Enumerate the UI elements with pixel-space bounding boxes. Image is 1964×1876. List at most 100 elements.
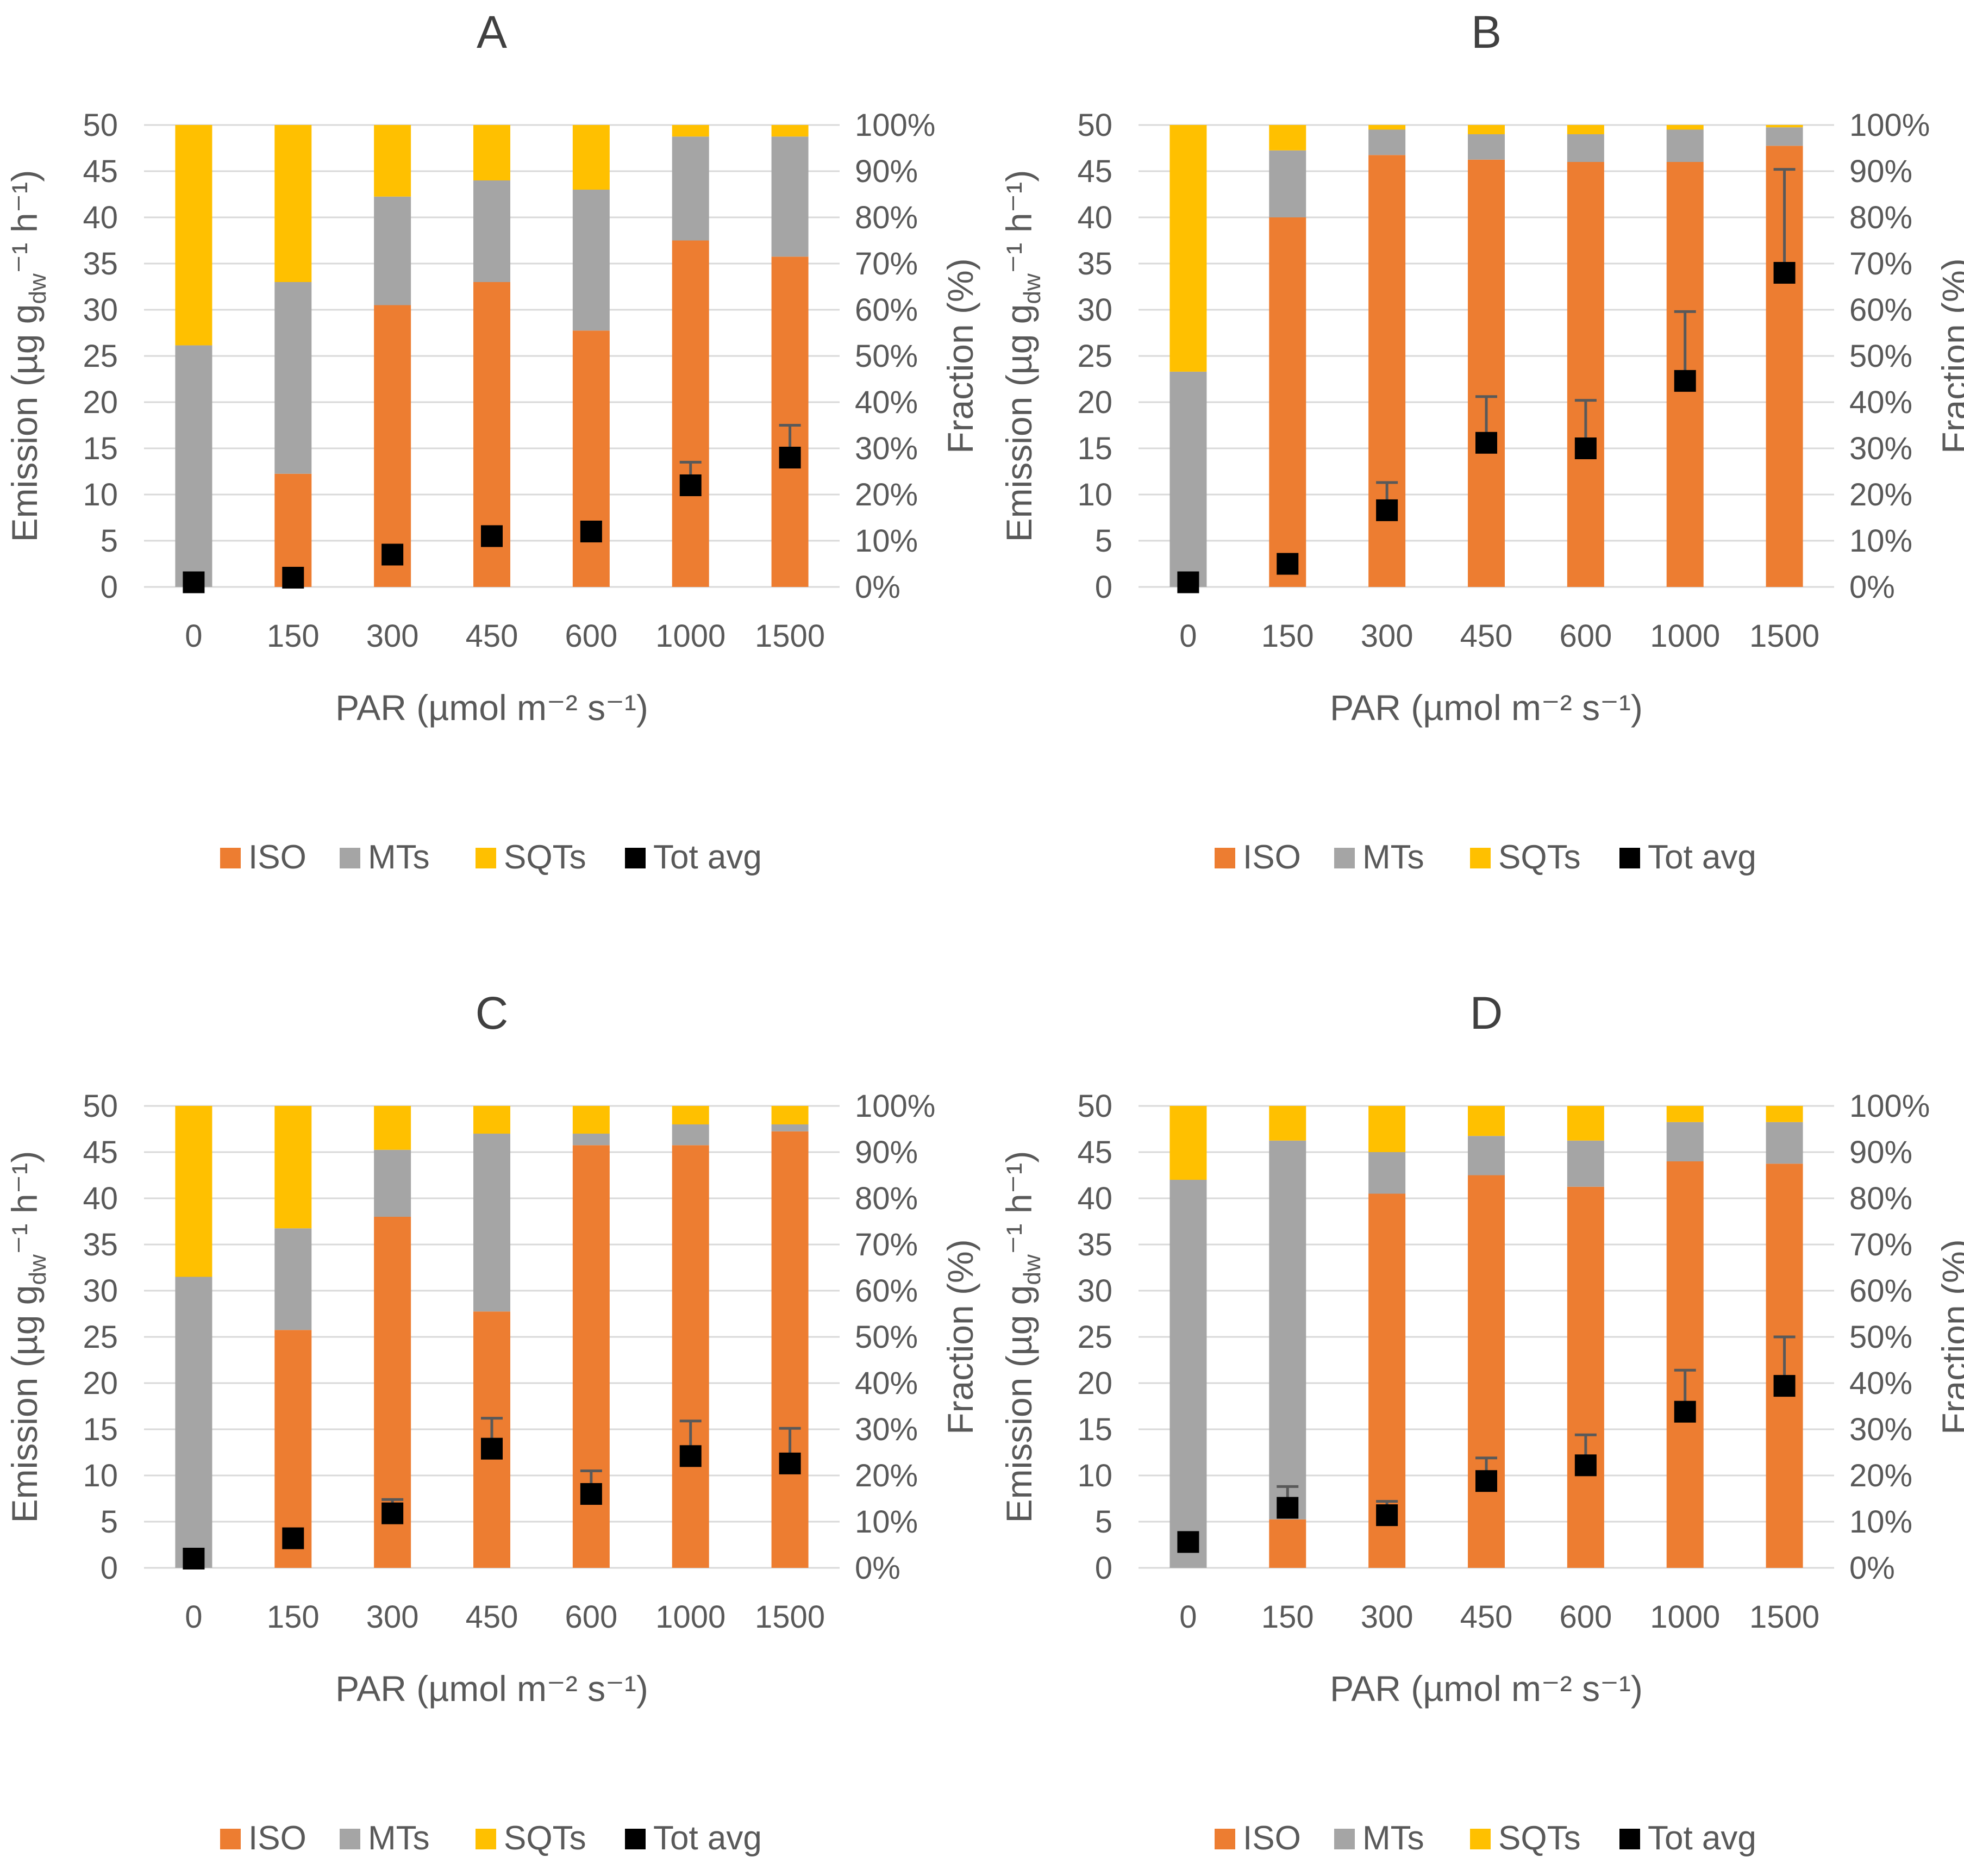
bar-iso-600 [1567, 162, 1604, 587]
bar-mts-150 [274, 282, 312, 474]
bar-sqts-450 [473, 125, 510, 180]
chart-title: C [476, 987, 509, 1039]
y2-tick-label: 70% [855, 1227, 918, 1262]
y-tick-label: 20 [1077, 385, 1112, 420]
y2-tick-label: 80% [855, 1181, 918, 1216]
x-tick-label: 150 [1261, 618, 1314, 654]
bar-iso-300 [374, 305, 411, 587]
legend-swatch [1334, 848, 1355, 868]
y-axis-label-subscript: dw [24, 273, 51, 304]
legend-swatch [1334, 1829, 1355, 1849]
y-tick-label: 0 [1095, 1550, 1112, 1586]
y2-tick-label: 50% [1849, 339, 1912, 374]
x-tick-label: 450 [466, 1599, 518, 1635]
bar-sqts-1000 [1666, 125, 1704, 130]
y2-tick-label: 90% [855, 154, 918, 189]
tot-avg-marker-0 [1177, 571, 1199, 593]
y2-tick-label: 0% [855, 1550, 900, 1586]
y-tick-label: 45 [83, 154, 118, 189]
legend-label: MTs [1362, 1819, 1424, 1857]
tot-avg-marker-150 [282, 1527, 304, 1549]
y2-axis-label: Fraction (%) [1935, 258, 1964, 453]
y2-tick-label: 60% [855, 1273, 918, 1309]
tot-avg-marker-150 [1277, 553, 1299, 575]
x-axis-label: PAR (µmol m⁻² s⁻¹) [335, 1668, 648, 1709]
legend-label: Tot avg [653, 1819, 762, 1857]
legend-swatch [1619, 848, 1640, 868]
bar-iso-1000 [1666, 1161, 1704, 1568]
y-axis-label-units: ⁻¹ h⁻¹) [4, 170, 45, 274]
tot-avg-marker-600 [1574, 437, 1597, 459]
y-tick-label: 35 [83, 1227, 118, 1262]
y2-tick-label: 70% [1849, 246, 1912, 282]
tot-avg-marker-300 [1376, 1504, 1398, 1527]
tot-avg-marker-150 [282, 567, 304, 589]
legend-label: SQTs [1498, 1819, 1581, 1857]
tot-avg-marker-450 [481, 1437, 503, 1460]
y-tick-label: 35 [1077, 1227, 1112, 1262]
y-axis-label-main: Emission (µg g [4, 1285, 45, 1523]
bar-sqts-300 [1368, 125, 1406, 130]
bar-sqts-0 [1169, 125, 1207, 372]
y-tick-label: 50 [83, 1089, 118, 1124]
bar-iso-600 [572, 330, 610, 587]
y2-tick-label: 100% [1849, 1089, 1930, 1124]
legend-swatch [340, 1829, 360, 1849]
tot-avg-marker-0 [1177, 1531, 1199, 1553]
y-tick-label: 5 [1095, 523, 1112, 559]
legend-label: MTs [1362, 839, 1424, 876]
chart-panel-D: D 0 5 10 15 20 25 30 35 40 45 50 0% 10% 20% 30% 40% 50% 60… [999, 987, 1964, 1857]
bar-sqts-0 [175, 1106, 212, 1277]
tot-avg-marker-1500 [1773, 262, 1796, 284]
y2-tick-label: 0% [1849, 570, 1895, 605]
bar-mts-1500 [771, 1124, 809, 1131]
x-tick-label: 150 [267, 1599, 320, 1635]
y-tick-label: 10 [83, 1458, 118, 1493]
x-tick-label: 1500 [1749, 1599, 1819, 1635]
y-tick-label: 15 [83, 431, 118, 466]
x-tick-label: 600 [565, 618, 617, 654]
bar-sqts-150 [1269, 1106, 1306, 1141]
y-axis-label-subscript: dw [24, 1254, 51, 1285]
bar-mts-450 [1468, 134, 1505, 160]
bar-mts-300 [1368, 129, 1406, 155]
x-tick-label: 1000 [655, 1599, 725, 1635]
bar-mts-1500 [771, 136, 809, 257]
bar-mts-1500 [1766, 1122, 1803, 1164]
x-tick-label: 0 [1179, 1599, 1197, 1635]
bar-mts-1500 [1766, 127, 1803, 146]
legend-label: SQTs [1498, 839, 1581, 876]
legend-label: ISO [1243, 839, 1301, 876]
y2-tick-label: 80% [1849, 1181, 1912, 1216]
bar-mts-300 [374, 1149, 411, 1217]
y-axis-label: Emission (µg gdw⁻¹ h⁻¹) [4, 170, 51, 542]
y-axis-label-main: Emission (µg g [999, 1285, 1039, 1523]
y-tick-label: 35 [83, 246, 118, 282]
y-tick-label: 0 [101, 1550, 118, 1586]
bar-iso-450 [1468, 1175, 1505, 1568]
bar-sqts-300 [374, 125, 411, 197]
bar-sqts-1500 [1766, 1106, 1803, 1122]
chart-panel-C: C 0 5 10 15 20 25 30 35 40 45 50 0% 10% 20% 30% 40% 50% 60… [4, 987, 980, 1857]
y-axis-label: Emission (µg gdw⁻¹ h⁻¹) [999, 1151, 1046, 1523]
tot-avg-marker-1000 [1674, 1400, 1696, 1423]
bar-iso-150 [1269, 1519, 1306, 1568]
bar-sqts-0 [1169, 1106, 1207, 1180]
y-tick-label: 5 [1095, 1504, 1112, 1540]
bar-sqts-450 [1468, 1106, 1505, 1136]
bar-mts-1000 [1666, 1122, 1704, 1161]
y2-tick-label: 10% [1849, 523, 1912, 559]
bar-mts-0 [1169, 1180, 1207, 1568]
y2-tick-label: 50% [855, 339, 918, 374]
y2-tick-label: 30% [1849, 431, 1912, 466]
legend-swatch [625, 848, 646, 868]
tot-avg-marker-450 [481, 525, 503, 547]
y2-tick-label: 10% [855, 523, 918, 559]
tot-avg-marker-0 [183, 1548, 205, 1569]
x-tick-label: 150 [1261, 1599, 1314, 1635]
bar-sqts-1000 [672, 1106, 709, 1124]
x-tick-label: 0 [185, 1599, 202, 1635]
tot-avg-marker-600 [580, 1483, 602, 1505]
y-tick-label: 40 [1077, 1181, 1112, 1216]
tot-avg-marker-1500 [779, 447, 801, 468]
